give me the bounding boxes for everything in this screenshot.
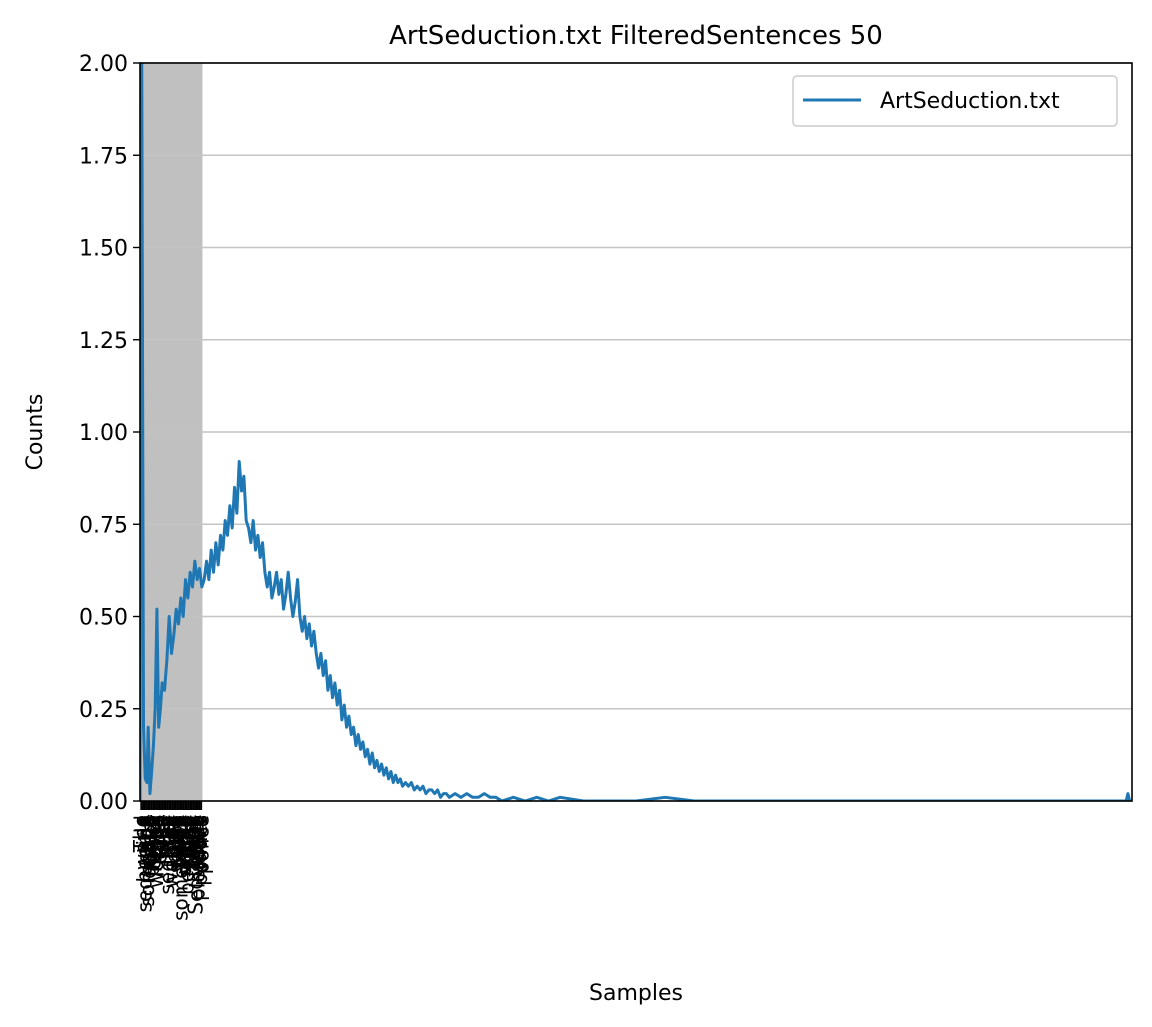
y-tick-label: 1.50 <box>79 237 128 262</box>
x-tick-label: things <box>181 815 205 877</box>
x-tick-label: pleasure <box>186 815 210 901</box>
x-tick-label: women <box>159 815 183 888</box>
y-tick-label: 1.25 <box>79 329 128 354</box>
x-tick-label: politics <box>188 815 212 886</box>
x-tick-label: see <box>167 815 191 850</box>
x-tick-label: could <box>162 815 186 869</box>
x-tick-label: feel <box>156 815 180 852</box>
x-tick-label: power <box>140 814 164 877</box>
chart-title: ArtSeduction.txt FilteredSentences 50 <box>389 21 883 51</box>
x-tick-label: seduction <box>133 815 157 912</box>
x-tick-label: life <box>150 815 174 845</box>
x-tick-label: must <box>151 815 175 866</box>
y-tick-label: 1.00 <box>79 421 128 446</box>
x-tick-label: like <box>149 815 173 849</box>
y-axis-label: Counts <box>23 394 48 471</box>
x-tick-label: come <box>141 815 165 870</box>
x-axis-label: Samples <box>589 981 683 1006</box>
x-tick-label: social <box>185 815 209 872</box>
y-tick-label: 0.25 <box>79 698 128 723</box>
x-tick-label: them <box>178 815 202 867</box>
x-tick-label: The <box>129 815 153 853</box>
x-tick-label: way <box>180 815 204 856</box>
x-tick-label: woman <box>144 815 168 888</box>
x-tick-label: want <box>165 815 189 864</box>
x-tick-label: sense <box>164 815 188 873</box>
legend-label: ArtSeduction.txt <box>880 89 1060 114</box>
y-tick-label: 0.00 <box>79 790 128 815</box>
x-axis-ticks: Theworldpeopleseductiononesomeoneotherso… <box>129 801 213 921</box>
y-tick-label: 0.50 <box>79 606 128 631</box>
x-tick-label: give <box>170 815 194 857</box>
x-tick-label: get <box>182 815 206 848</box>
y-tick-label: 1.75 <box>79 144 128 169</box>
x-tick-label: would <box>171 815 195 875</box>
x-tick-label: make <box>139 815 163 870</box>
x-tick-label: never <box>143 814 167 872</box>
x-tick-label: one <box>134 815 158 852</box>
x-tick-label: even <box>148 815 172 864</box>
x-tick-label: often <box>138 815 162 867</box>
x-tick-label: someone <box>135 815 159 907</box>
x-tick-label: first <box>177 815 201 854</box>
x-tick-label: need <box>176 815 200 865</box>
x-tick-label: Seduction <box>183 815 207 915</box>
y-tick-label: 0.75 <box>79 513 128 538</box>
x-tick-label: police <box>189 815 213 874</box>
y-axis-ticks: 0.00 0.25 0.50 0.75 1.00 1.25 1.50 1.75 2.00 <box>79 52 140 815</box>
x-tick-label: world <box>130 815 154 870</box>
x-tick-label: seducer <box>155 814 179 894</box>
series-line <box>140 63 1132 801</box>
x-tick-label: way <box>152 815 176 856</box>
y-tick-label: 2.00 <box>79 52 128 77</box>
x-tick-label: people <box>131 815 155 883</box>
x-tick-label: know <box>161 815 185 868</box>
x-tick-label: love <box>145 815 169 857</box>
x-tick-label: man <box>154 815 178 859</box>
x-tick-label: others <box>136 815 160 879</box>
x-tick-label: men <box>160 815 184 859</box>
x-tick-label: become <box>175 815 199 895</box>
legend-box <box>792 75 1118 127</box>
legend: ArtSeduction.txt <box>792 75 1118 127</box>
x-tick-label: time <box>146 815 170 860</box>
x-tick-label: tactic <box>187 815 211 871</box>
series-layer <box>140 63 1132 801</box>
x-tick-label: desire <box>172 815 196 876</box>
x-tick-label: also <box>166 815 190 855</box>
x-tick-label: thing <box>173 815 197 866</box>
x-tick-label: something <box>168 815 192 921</box>
grid-layer <box>140 62 1132 802</box>
x-tick-label: may <box>157 815 181 859</box>
